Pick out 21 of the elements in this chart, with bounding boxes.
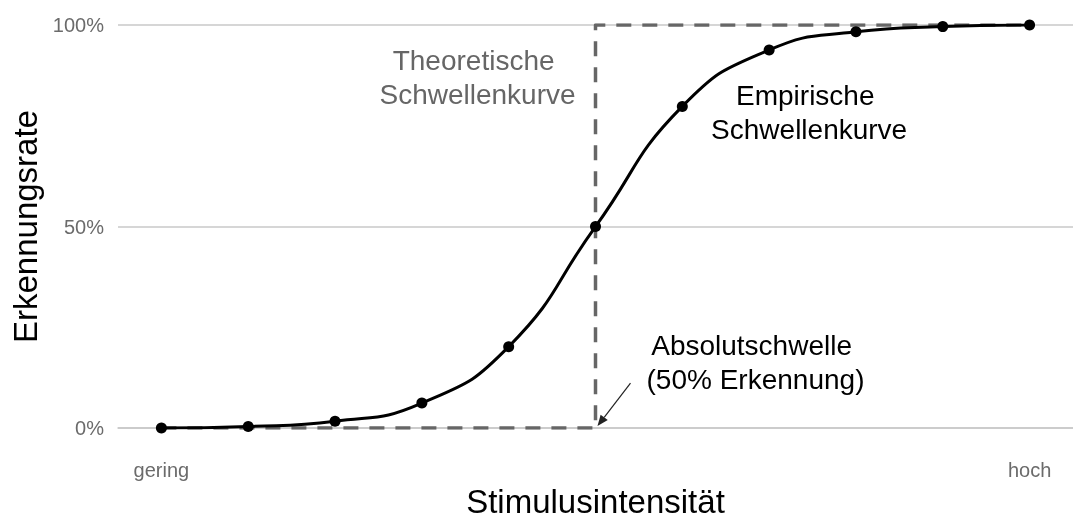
x-tick-label: gering	[133, 459, 190, 482]
series-label: Theoretische Schwellenkurve	[379, 44, 576, 110]
y-axis-title: Erkennungsrate	[6, 110, 44, 344]
point	[155, 422, 167, 434]
series-label: Empirische Schwellenkurve	[711, 80, 908, 146]
x-tick-label: hoch	[1007, 459, 1052, 482]
point	[242, 420, 254, 432]
point	[937, 21, 949, 33]
point	[850, 26, 862, 38]
point	[763, 44, 775, 56]
point	[590, 221, 601, 233]
point	[1024, 19, 1036, 31]
point	[503, 341, 515, 353]
y-tick-label: 0%	[75, 417, 105, 440]
annotation: Absolutschwelle (50% Erkennung)	[646, 329, 865, 395]
point	[329, 415, 341, 427]
y-tick-label: 50%	[63, 215, 105, 238]
point	[676, 100, 688, 112]
y-tick-label: 100%	[52, 14, 105, 36]
point	[416, 397, 428, 409]
x-axis-title: Stimulusintensität	[466, 483, 725, 520]
